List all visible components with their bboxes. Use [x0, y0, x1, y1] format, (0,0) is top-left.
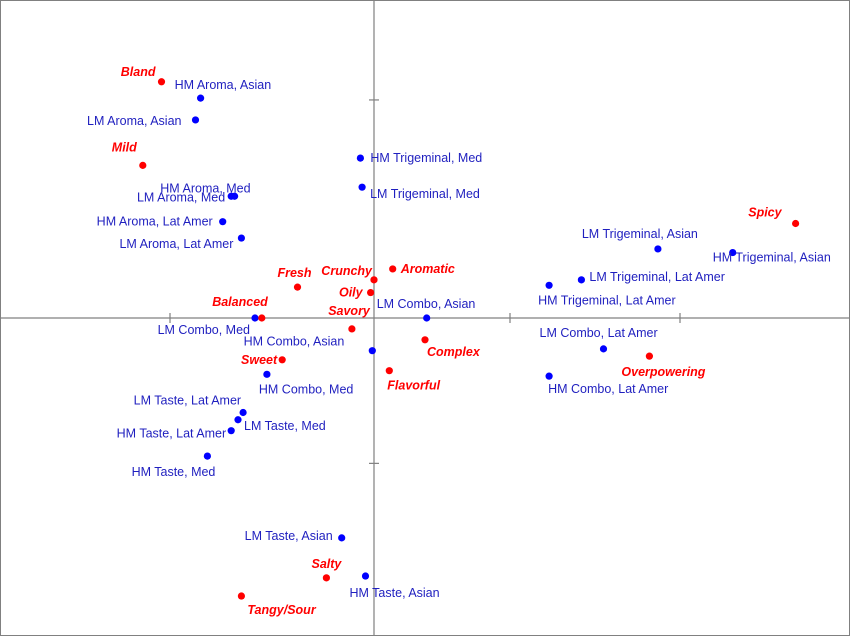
point-lm-aroma-med	[227, 192, 235, 200]
point-lm-combo-lat-amer	[599, 345, 608, 353]
point-flavorful	[385, 367, 393, 375]
label-lm-trigeminal-asian: LM Trigeminal, Asian	[582, 227, 698, 241]
label-aromatic: Aromatic	[400, 262, 455, 276]
label-hm-aroma-lat-amer: HM Aroma, Lat Amer	[97, 215, 213, 229]
label-lm-trigeminal-lat-amer: LM Trigeminal, Lat Amer	[589, 270, 724, 284]
point-lm-trigeminal-asian	[654, 245, 662, 253]
label-hm-taste-lat-amer: HM Taste, Lat Amer	[117, 427, 227, 441]
label-spicy: Spicy	[748, 206, 782, 220]
point-fresh	[293, 283, 302, 291]
point-bland	[157, 78, 166, 86]
label-fresh: Fresh	[277, 266, 311, 280]
label-lm-combo-lat-amer: LM Combo, Lat Amer	[540, 326, 658, 340]
label-lm-aroma-lat-amer: LM Aroma, Lat Amer	[119, 237, 233, 251]
label-hm-combo-med: HM Combo, Med	[259, 382, 354, 396]
point-lm-aroma-asian	[191, 116, 200, 124]
point-sweet	[278, 356, 286, 364]
point-hm-combo-asian	[368, 347, 376, 355]
label-lm-taste-asian: LM Taste, Asian	[245, 529, 333, 543]
point-lm-taste-asian	[338, 534, 346, 542]
label-hm-combo-asian: HM Combo, Asian	[244, 335, 345, 349]
label-bland: Bland	[121, 65, 156, 79]
point-oily	[367, 288, 375, 297]
point-labels: HM Aroma, Asian LM Aroma, Asian HM Trigemi…	[87, 65, 831, 617]
label-complex: Complex	[427, 345, 481, 359]
label-sweet: Sweet	[241, 353, 278, 367]
label-hm-trigeminal-lat-amer: HM Trigeminal, Lat Amer	[538, 293, 676, 307]
point-spicy	[792, 219, 800, 228]
point-tangy-sour	[237, 592, 245, 600]
label-lm-taste-lat-amer: LM Taste, Lat Amer	[134, 393, 241, 407]
label-lm-trigeminal-med: LM Trigeminal, Med	[370, 187, 480, 201]
label-oily: Oily	[339, 286, 364, 300]
point-mild	[139, 161, 147, 169]
point-lm-combo-med	[251, 314, 259, 322]
point-hm-combo-med	[263, 370, 271, 378]
point-lm-aroma-lat-amer	[237, 234, 245, 242]
point-lm-combo-asian	[423, 314, 431, 322]
label-hm-trigeminal-asian: HM Trigeminal, Asian	[713, 251, 831, 265]
label-lm-combo-med: LM Combo, Med	[158, 323, 250, 337]
label-lm-aroma-asian: LM Aroma, Asian	[87, 114, 182, 128]
point-balanced	[258, 314, 266, 322]
label-overpowering: Overpowering	[621, 365, 705, 379]
label-crunchy: Crunchy	[321, 264, 373, 278]
point-hm-taste-lat-amer	[227, 427, 235, 435]
point-lm-taste-lat-amer	[239, 408, 247, 417]
label-lm-taste-med: LM Taste, Med	[244, 419, 326, 433]
point-hm-taste-med	[203, 452, 211, 460]
label-hm-taste-med: HM Taste, Med	[132, 465, 216, 479]
point-complex	[421, 336, 429, 344]
point-aromatic	[389, 265, 397, 273]
point-hm-combo-lat-amer	[545, 372, 553, 380]
point-hm-taste-asian	[361, 572, 370, 580]
data-points	[139, 78, 800, 600]
label-hm-aroma-med: HM Aroma, Med	[160, 181, 250, 195]
point-hm-trigeminal-lat-amer	[545, 281, 553, 289]
point-hm-aroma-asian	[197, 94, 205, 102]
label-hm-trigeminal-med: HM Trigeminal, Med	[370, 151, 482, 165]
label-mild: Mild	[112, 140, 137, 154]
label-lm-combo-asian: LM Combo, Asian	[377, 297, 476, 311]
label-hm-taste-asian: HM Taste, Asian	[350, 586, 440, 600]
point-crunchy	[370, 276, 378, 284]
label-salty: Salty	[312, 557, 343, 571]
label-savory: Savory	[328, 304, 371, 318]
label-hm-aroma-asian: HM Aroma, Asian	[175, 78, 272, 92]
point-lm-trigeminal-lat-amer	[577, 276, 586, 284]
label-tangy-sour: Tangy/Sour	[247, 603, 316, 617]
point-lm-trigeminal-med	[358, 183, 366, 191]
label-lm-aroma-med: LM Aroma, Med	[137, 190, 225, 204]
label-balanced: Balanced	[212, 295, 268, 309]
point-savory	[348, 325, 356, 333]
point-salty	[322, 574, 330, 582]
point-hm-trigeminal-asian	[729, 248, 737, 257]
label-hm-combo-lat-amer: HM Combo, Lat Amer	[548, 382, 668, 396]
point-overpowering	[645, 352, 654, 360]
point-hm-aroma-lat-amer	[219, 218, 227, 226]
label-flavorful: Flavorful	[387, 379, 440, 393]
point-hm-trigeminal-med	[356, 154, 364, 162]
point-lm-taste-med	[234, 416, 242, 424]
